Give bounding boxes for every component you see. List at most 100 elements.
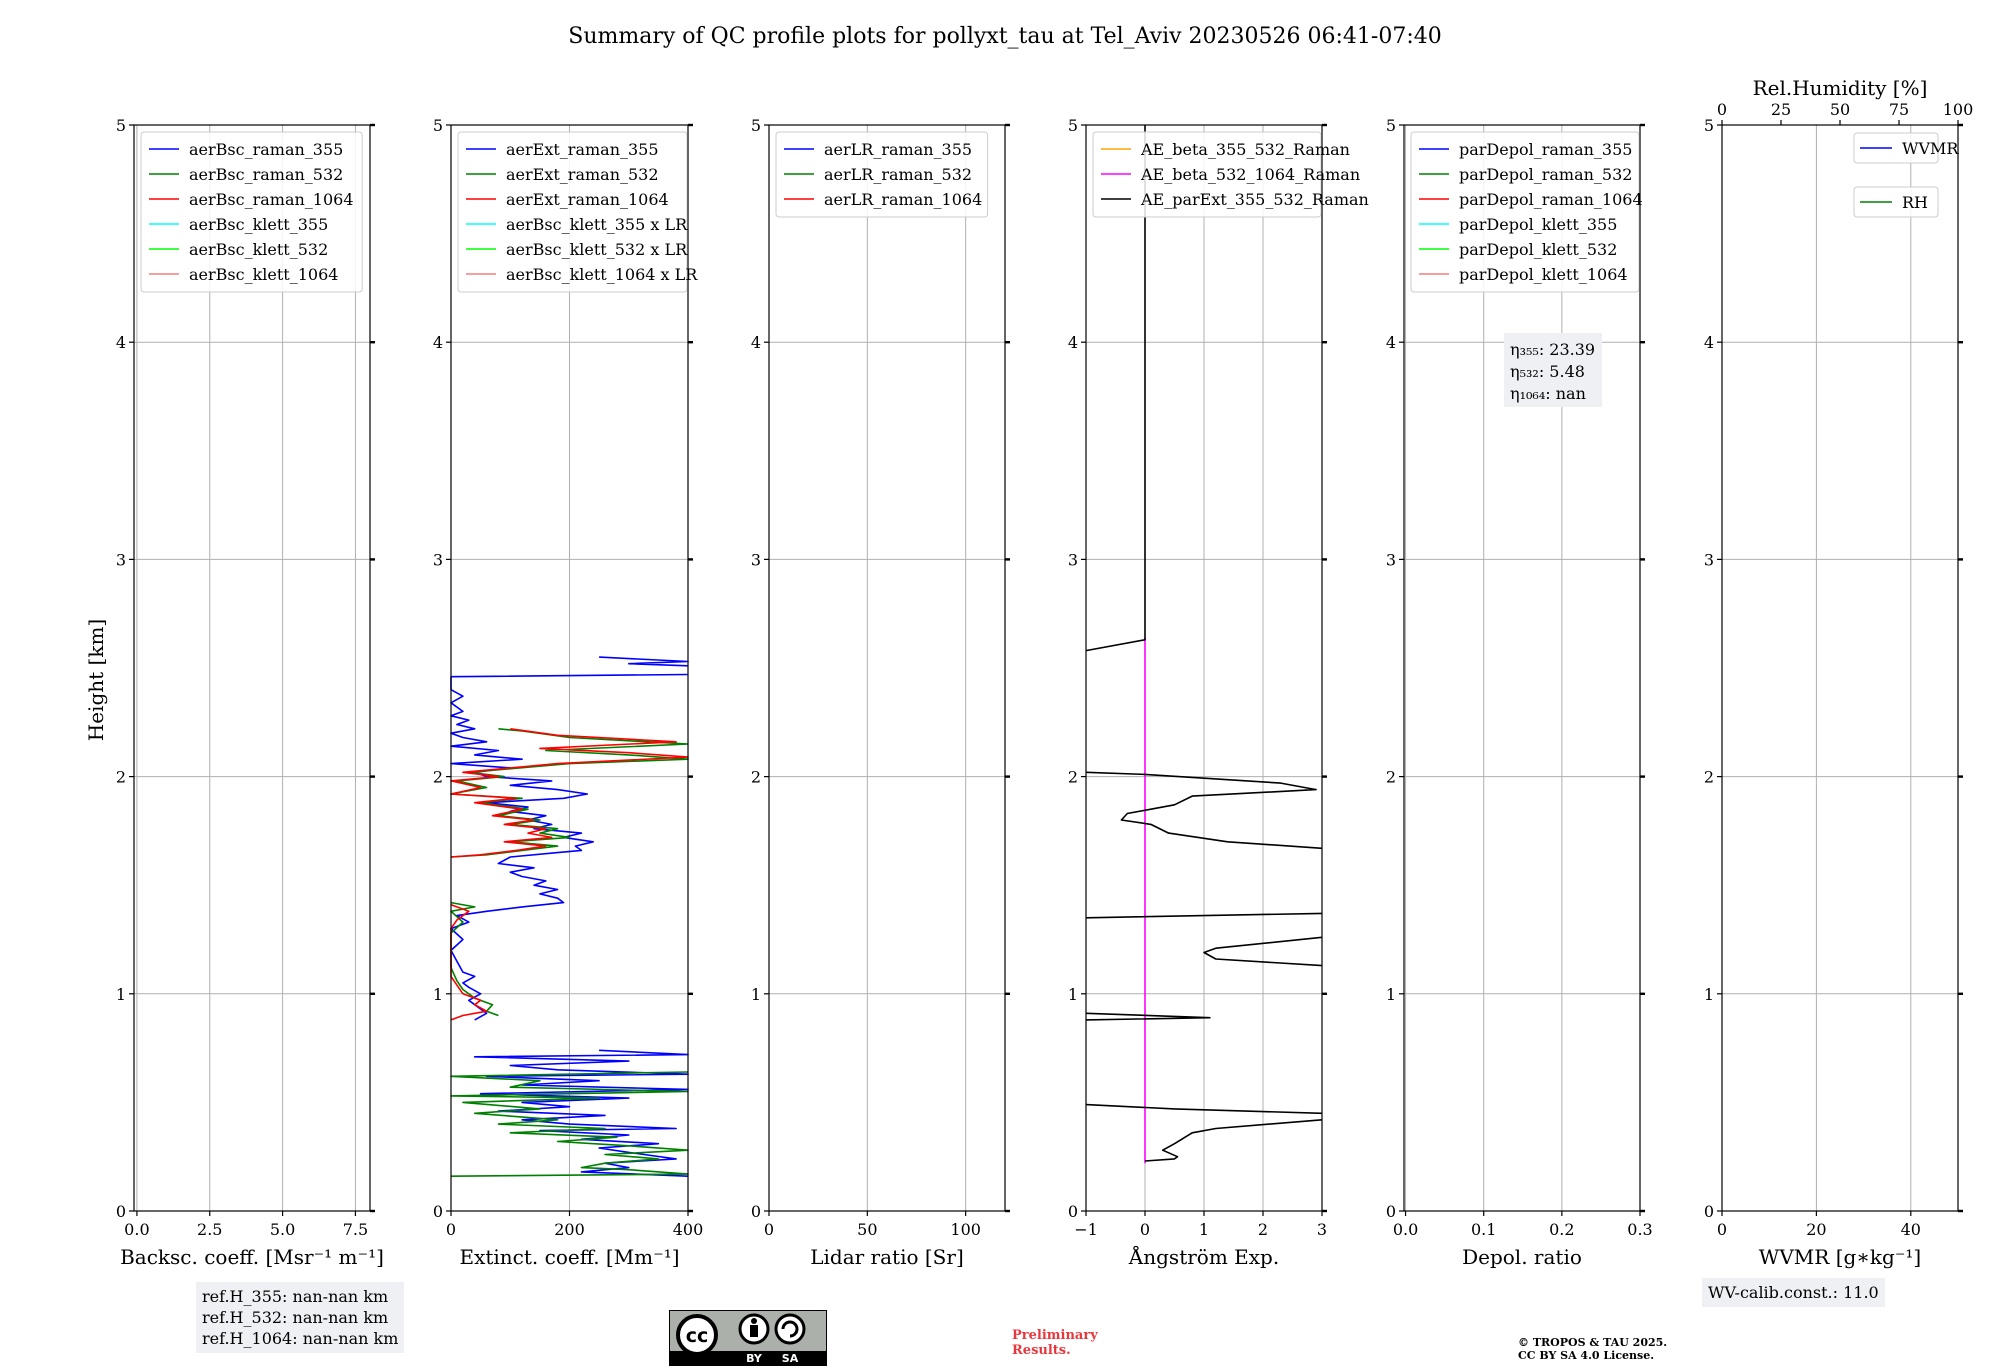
ext-ytick-label: 4 [433, 333, 443, 352]
ae-xtick-label: 0 [1140, 1220, 1150, 1239]
depol-ytick-label: 1 [1386, 985, 1396, 1004]
lr-xtick-label: 50 [857, 1220, 877, 1239]
copyright-note: © TROPOS & TAU 2025. CC BY SA 4.0 Licens… [1518, 1336, 1668, 1362]
wv-top-xtick-label: 100 [1943, 100, 1974, 119]
figure-title: Summary of QC profile plots for pollyxt_… [568, 24, 1441, 49]
lr-legend-label: aerLR_raman_1064 [824, 190, 982, 209]
bsc-ytick-label: 3 [116, 550, 126, 569]
ref-height-532: ref.H_532: nan-nan km [202, 1308, 389, 1327]
badge-by-label: BY [746, 1352, 763, 1365]
ext-legend-label: aerBsc_klett_532 x LR [506, 240, 688, 259]
y-axis-label: Height [km] [84, 619, 108, 741]
bsc-xtick-label: 0.0 [124, 1220, 149, 1239]
lr-legend-label: aerLR_raman_532 [824, 165, 972, 184]
ext-series-aerExt_raman_1064 [450, 728, 689, 1021]
ext-legend-label: aerExt_raman_532 [506, 165, 659, 184]
wv-calib-box: WV-calib.const.: 11.0 [1702, 1278, 1885, 1307]
lr-legend-box [775, 131, 989, 218]
wv-legend-box [1853, 132, 1939, 164]
depol-legend-label: parDepol_raman_355 [1459, 140, 1632, 159]
wv-top-xtick-label: 25 [1771, 100, 1791, 119]
bsc-ytick-label: 2 [116, 768, 126, 787]
wv-legend-box [1853, 186, 1939, 218]
ext-legend-label: aerExt_raman_1064 [506, 190, 669, 209]
preliminary-results-note: Preliminary Results. [1012, 1328, 1098, 1358]
depol-ytick-label: 2 [1386, 768, 1396, 787]
bsc-frame [133, 124, 371, 1212]
bsc-legend-label: aerBsc_raman_532 [189, 165, 343, 184]
depol-legend-box [1410, 131, 1640, 293]
ext-legend-label: aerBsc_klett_1064 x LR [506, 265, 698, 284]
ext-xlabel: Extinct. coeff. [Mm⁻¹] [459, 1245, 679, 1269]
depol-xtick-label: 0.1 [1471, 1220, 1496, 1239]
wv-ytick-label: 3 [1704, 550, 1714, 569]
ae-legend-label: AE_beta_355_532_Raman [1140, 140, 1350, 159]
bsc-xtick-label: 2.5 [197, 1220, 222, 1239]
ae-ytick-label: 5 [1068, 116, 1078, 135]
ae-xtick-label: −1 [1074, 1220, 1098, 1239]
depol-legend-label: parDepol_klett_1064 [1459, 265, 1628, 284]
wv-calib-constant: WV-calib.const.: 11.0 [1708, 1283, 1879, 1302]
bsc-legend-label: aerBsc_raman_355 [189, 140, 343, 159]
share-alike-icon [774, 1313, 806, 1345]
cc-icon [676, 1314, 718, 1356]
ae-series-AE_parExt_355_532_Raman [1085, 125, 1323, 1162]
depol-legend-label: parDepol_raman_532 [1459, 165, 1632, 184]
depol-ytick-label: 4 [1386, 333, 1396, 352]
depol-xlabel: Depol. ratio [1462, 1245, 1582, 1269]
svg-text:cc: cc [686, 1325, 709, 1347]
ae-xlabel: Ångström Exp. [1128, 1244, 1279, 1269]
depol-ytick-label: 3 [1386, 550, 1396, 569]
ext-panel: 0 1 2 3 4 5 0 200 400 Extinct. coeff. [Mm⁻¹] aerEx… [433, 116, 703, 1269]
ext-legend-label: aerBsc_klett_355 x LR [506, 215, 688, 234]
depol-xtick-label: 0.0 [1393, 1220, 1418, 1239]
depol-legend-label: parDepol_klett_355 [1459, 215, 1617, 234]
wv-top-xlabel: Rel.Humidity [%] [1753, 76, 1928, 100]
ae-ytick-label: 2 [1068, 768, 1078, 787]
depol-frame [1403, 124, 1641, 1212]
wv-ytick-label: 0 [1704, 1202, 1714, 1221]
reference-heights-box: ref.H_355: nan-nan km ref.H_532: nan-nan… [196, 1282, 405, 1353]
ae-legend-label: AE_beta_532_1064_Raman [1140, 165, 1360, 184]
wv-ytick-label: 5 [1704, 116, 1714, 135]
ext-ytick-label: 1 [433, 985, 443, 1004]
bsc-legend-box [140, 131, 363, 293]
bsc-legend-label: aerBsc_klett_532 [189, 240, 328, 259]
ext-legend-box [457, 131, 688, 293]
ae-xtick-label: 2 [1258, 1220, 1268, 1239]
lr-ytick-label: 2 [751, 768, 761, 787]
cc-by-sa-badge: cc BY SA [669, 1310, 827, 1366]
bsc-ytick-label: 1 [116, 985, 126, 1004]
depol-ytick-label: 5 [1386, 116, 1396, 135]
depol-ytick-label: 0 [1386, 1202, 1396, 1221]
lr-frame [768, 124, 1006, 1212]
bsc-ytick-label: 5 [116, 116, 126, 135]
ae-xtick-label: 1 [1199, 1220, 1209, 1239]
ref-height-1064: ref.H_1064: nan-nan km [202, 1329, 399, 1348]
ae-legend-label: AE_parExt_355_532_Raman [1140, 190, 1369, 209]
eta-box [1504, 333, 1602, 407]
ext-ytick-label: 3 [433, 550, 443, 569]
lr-xtick-label: 0 [764, 1220, 774, 1239]
wv-legend-label: WVMR [1902, 139, 1959, 158]
ext-ytick-label: 5 [433, 116, 443, 135]
ext-xtick-label: 400 [673, 1220, 704, 1239]
bsc-legend-label: aerBsc_klett_355 [189, 215, 328, 234]
wv-ytick-label: 4 [1704, 333, 1714, 352]
badge-sa-label: SA [782, 1352, 799, 1365]
lr-xlabel: Lidar ratio [Sr] [810, 1245, 964, 1269]
eta-value: η₅₃₂: 5.48 [1510, 362, 1585, 381]
lr-ytick-label: 0 [751, 1202, 761, 1221]
ext-ytick-label: 2 [433, 768, 443, 787]
lr-xtick-label: 100 [950, 1220, 981, 1239]
bsc-legend-label: aerBsc_raman_1064 [189, 190, 354, 209]
eta-value: η₁₀₆₄: nan [1510, 384, 1586, 403]
ae-ytick-label: 1 [1068, 985, 1078, 1004]
lr-ytick-label: 5 [751, 116, 761, 135]
depol-legend-label: parDepol_klett_532 [1459, 240, 1617, 259]
lr-ytick-label: 4 [751, 333, 761, 352]
depol-xtick-label: 0.3 [1627, 1220, 1652, 1239]
